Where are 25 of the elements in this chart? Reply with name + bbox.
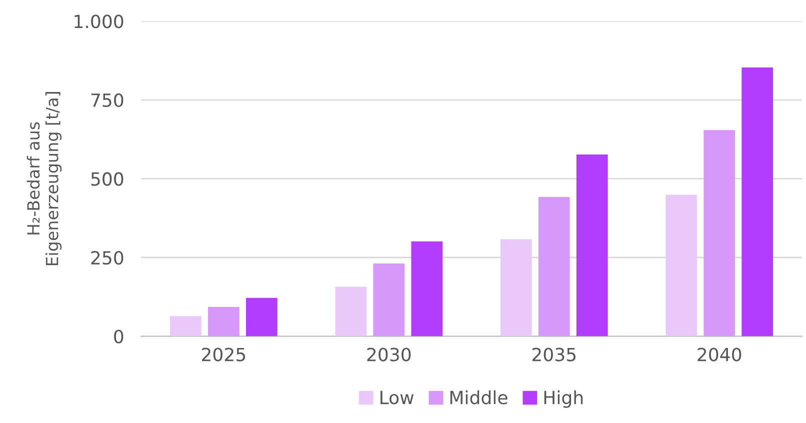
y-tick-label: 1.000 — [74, 14, 124, 28]
bar — [666, 194, 698, 336]
legend-label: Middle — [450, 390, 508, 404]
x-tick-label: 2030 — [367, 348, 411, 362]
x-tick-label: 2025 — [202, 348, 246, 362]
x-tick-label: 2035 — [532, 348, 576, 362]
bar — [373, 263, 405, 336]
x-tick-label: 2040 — [698, 348, 742, 362]
bar — [704, 130, 736, 336]
legend-label: Low — [380, 390, 414, 404]
bar — [335, 286, 367, 336]
legend-label: High — [544, 390, 583, 408]
y-tick-label: 500 — [91, 172, 124, 186]
y-tick-label: 0 — [114, 330, 124, 344]
bar — [500, 239, 532, 336]
y-axis-title: H₂-Bedarf aus Eigenerzeugung [t/a] — [26, 92, 62, 266]
bar — [576, 154, 608, 336]
y-tick-label: 750 — [91, 93, 124, 108]
bar — [246, 298, 278, 336]
bar — [742, 67, 774, 336]
bar — [538, 196, 570, 336]
y-tick-label: 250 — [91, 250, 124, 265]
bar — [208, 306, 240, 336]
bar — [411, 241, 443, 336]
bar — [170, 316, 202, 336]
